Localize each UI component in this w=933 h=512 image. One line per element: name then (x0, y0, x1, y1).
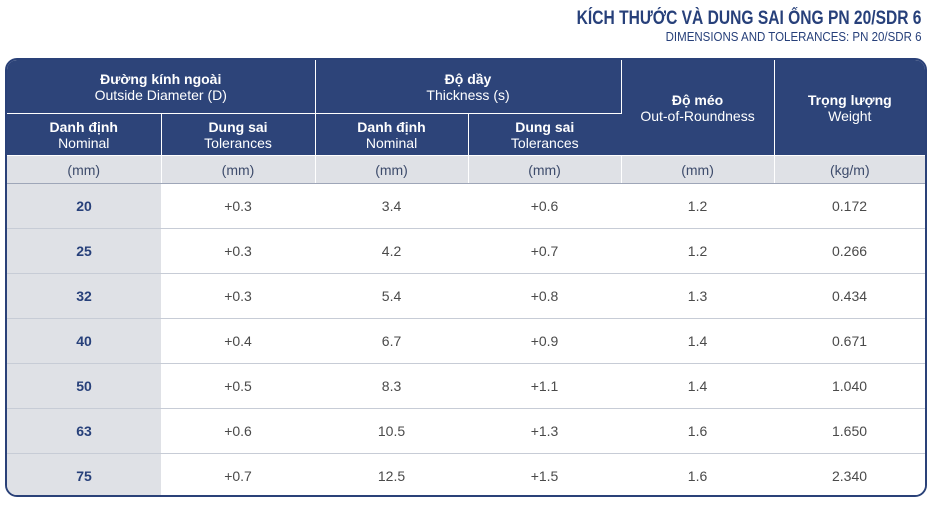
header-th-tolerances: Dung sai Tolerances (468, 113, 622, 156)
header-label-en: Tolerances (204, 134, 272, 151)
table-row: 50 +0.5 8.3 +1.1 1.4 1.040 (7, 363, 925, 409)
header-out-of-roundness: Độ méo Out-of-Roundness (621, 60, 775, 156)
od-nominal-cell: 40 (7, 318, 161, 364)
od-nominal-cell: 63 (7, 408, 161, 454)
od-nominal-cell: 20 (7, 183, 161, 229)
header-weight: Trọng lượng Weight (774, 60, 925, 156)
table-row: 40 +0.4 6.7 +0.9 1.4 0.671 (7, 318, 925, 364)
dimensions-table: Đường kính ngoài Outside Diameter (D) Độ… (7, 60, 925, 495)
header-row-2: Danh định Nominal Dung sai Tolerances Da… (7, 113, 925, 156)
page-subtitle: DIMENSIONS AND TOLERANCES: PN 20/SDR 6 (665, 30, 921, 44)
weight-cell: 1.650 (774, 408, 925, 454)
table-row: 75 +0.7 12.5 +1.5 1.6 2.340 (7, 453, 925, 495)
unit-cell: (mm) (7, 155, 162, 184)
out-of-roundness-cell: 1.4 (621, 363, 775, 409)
header-label-en: Thickness (s) (426, 86, 510, 103)
unit-cell: (kg/m) (774, 155, 925, 184)
out-of-roundness-cell: 1.6 (621, 453, 775, 495)
unit-cell: (mm) (161, 155, 316, 184)
od-nominal-cell: 25 (7, 228, 161, 274)
out-of-roundness-cell: 1.2 (621, 228, 775, 274)
header-outside-diameter: Đường kính ngoài Outside Diameter (D) (7, 60, 316, 114)
dimensions-table-frame: Đường kính ngoài Outside Diameter (D) Độ… (5, 58, 927, 497)
od-nominal-cell: 32 (7, 273, 161, 319)
weight-cell: 0.266 (774, 228, 925, 274)
weight-cell: 1.040 (774, 363, 925, 409)
thickness-nominal-cell: 4.2 (315, 228, 469, 274)
title-block: KÍCH THƯỚC VÀ DUNG SAI ỐNG PN 20/SDR 6 D… (501, 8, 921, 44)
header-row-1: Đường kính ngoài Outside Diameter (D) Độ… (7, 60, 925, 156)
thickness-tolerance-cell: +1.1 (468, 363, 622, 409)
header-label-en: Nominal (58, 134, 110, 151)
header-thickness: Độ dầy Thickness (s) (315, 60, 622, 114)
unit-cell: (mm) (468, 155, 622, 184)
header-label-vi: Độ dầy (444, 70, 492, 87)
header-label-vi: Dung sai (208, 118, 268, 135)
header-label-en: Tolerances (510, 134, 579, 151)
od-nominal-cell: 75 (7, 453, 161, 495)
out-of-roundness-cell: 1.2 (621, 183, 775, 229)
weight-cell: 0.434 (774, 273, 925, 319)
table-row: 32 +0.3 5.4 +0.8 1.3 0.434 (7, 273, 925, 319)
od-tolerance-cell: +0.7 (161, 453, 316, 495)
weight-cell: 0.172 (774, 183, 925, 229)
thickness-nominal-cell: 10.5 (315, 408, 469, 454)
header-label-vi: Trọng lượng (807, 91, 892, 108)
header-od-tolerances: Dung sai Tolerances (161, 113, 316, 156)
unit-cell: (mm) (621, 155, 775, 184)
header-th-nominal: Danh định Nominal (315, 113, 469, 156)
od-tolerance-cell: +0.3 (161, 228, 316, 274)
od-tolerance-cell: +0.3 (161, 183, 316, 229)
header-label-vi: Đường kính ngoài (100, 70, 222, 87)
thickness-nominal-cell: 12.5 (315, 453, 469, 495)
header-label-vi: Danh định (357, 118, 426, 135)
thickness-nominal-cell: 3.4 (315, 183, 469, 229)
thickness-nominal-cell: 5.4 (315, 273, 469, 319)
table-row: 25 +0.3 4.2 +0.7 1.2 0.266 (7, 228, 925, 274)
od-tolerance-cell: +0.5 (161, 363, 316, 409)
header-label-en: Weight (828, 107, 872, 124)
header-label-en: Nominal (365, 134, 418, 151)
out-of-roundness-cell: 1.3 (621, 273, 775, 319)
header-label-en: Out-of-Roundness (640, 107, 755, 124)
thickness-tolerance-cell: +1.3 (468, 408, 622, 454)
thickness-tolerance-cell: +0.8 (468, 273, 622, 319)
unit-cell: (mm) (315, 155, 469, 184)
page-title: KÍCH THƯỚC VÀ DUNG SAI ỐNG PN 20/SDR 6 (576, 8, 921, 29)
units-row: (mm) (mm) (mm) (mm) (mm) (kg/m) (7, 155, 925, 184)
thickness-nominal-cell: 6.7 (315, 318, 469, 364)
od-tolerance-cell: +0.3 (161, 273, 316, 319)
od-nominal-cell: 50 (7, 363, 161, 409)
header-label-vi: Danh định (49, 118, 118, 135)
thickness-nominal-cell: 8.3 (315, 363, 469, 409)
thickness-tolerance-cell: +0.6 (468, 183, 622, 229)
out-of-roundness-cell: 1.4 (621, 318, 775, 364)
header-label-vi: Dung sai (515, 118, 575, 135)
header-od-nominal: Danh định Nominal (7, 113, 162, 156)
thickness-tolerance-cell: +0.7 (468, 228, 622, 274)
od-tolerance-cell: +0.6 (161, 408, 316, 454)
od-tolerance-cell: +0.4 (161, 318, 316, 364)
table-row: 63 +0.6 10.5 +1.3 1.6 1.650 (7, 408, 925, 454)
table-row: 20 +0.3 3.4 +0.6 1.2 0.172 (7, 183, 925, 229)
weight-cell: 0.671 (774, 318, 925, 364)
thickness-tolerance-cell: +1.5 (468, 453, 622, 495)
out-of-roundness-cell: 1.6 (621, 408, 775, 454)
weight-cell: 2.340 (774, 453, 925, 495)
header-label-en: Outside Diameter (D) (94, 86, 227, 103)
header-label-vi: Độ méo (671, 91, 724, 108)
thickness-tolerance-cell: +0.9 (468, 318, 622, 364)
